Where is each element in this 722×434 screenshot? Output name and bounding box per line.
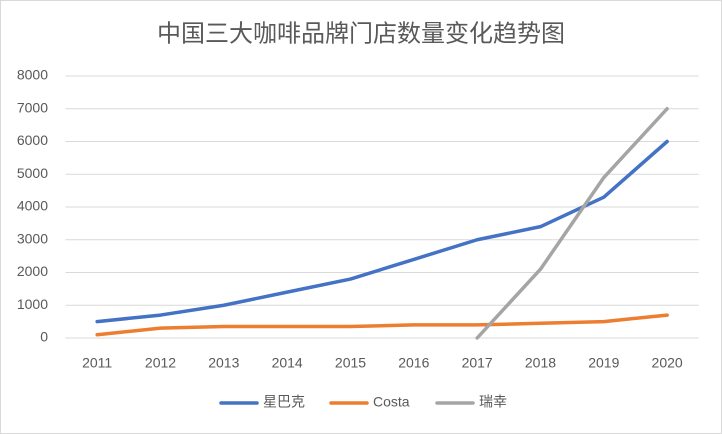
legend-label: Costa xyxy=(373,394,410,410)
chart-title: 中国三大咖啡品牌门店数量变化趋势图 xyxy=(157,20,565,47)
series-line xyxy=(475,107,669,340)
y-tick-label: 2000 xyxy=(17,263,48,279)
x-tick-label: 2014 xyxy=(272,355,303,371)
y-tick-label: 5000 xyxy=(17,165,48,181)
y-tick-label: 1000 xyxy=(17,296,48,312)
legend-label: 瑞幸 xyxy=(479,394,507,410)
x-tick-label: 2018 xyxy=(525,355,556,371)
y-tick-label: 0 xyxy=(40,329,48,345)
x-tick-label: 2015 xyxy=(335,355,366,371)
x-tick-label: 2012 xyxy=(145,355,176,371)
y-tick-label: 8000 xyxy=(17,67,48,83)
y-tick-label: 4000 xyxy=(17,198,48,214)
legend-label: 星巴克 xyxy=(263,394,305,410)
y-tick-label: 6000 xyxy=(17,132,48,148)
y-tick-label: 7000 xyxy=(17,99,48,115)
x-tick-label: 2017 xyxy=(462,355,493,371)
series-line xyxy=(95,313,669,337)
x-tick-label: 2019 xyxy=(588,355,619,371)
x-tick-label: 2011 xyxy=(82,355,112,371)
x-tick-label: 2013 xyxy=(208,355,239,371)
y-tick-label: 3000 xyxy=(17,230,48,246)
x-tick-label: 2020 xyxy=(652,355,683,371)
x-tick-label: 2016 xyxy=(398,355,429,371)
series-line xyxy=(95,139,669,324)
